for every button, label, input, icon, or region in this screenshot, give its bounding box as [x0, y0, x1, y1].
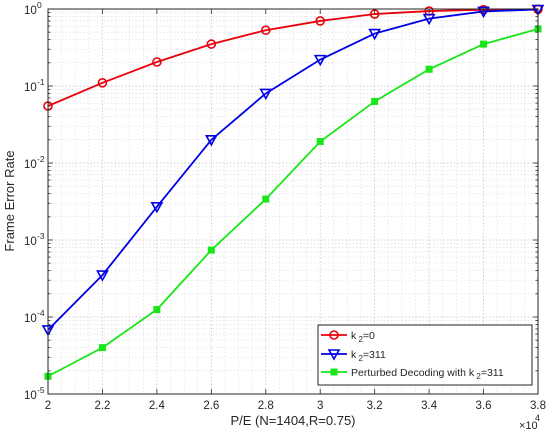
legend-entry-3: Perturbed Decoding with k 2=311	[321, 367, 504, 381]
legend-marker	[330, 368, 338, 376]
x-axis-multiplier: ×10 4	[519, 413, 540, 432]
y-tick-label-base: 10	[24, 82, 37, 94]
series-2-point	[422, 13, 436, 26]
series-1-line	[47, 8, 539, 107]
grid-minor	[48, 9, 538, 394]
legend-box	[317, 324, 533, 386]
y-tick-label-exponent: -3	[37, 231, 45, 241]
x-tick-label: 2	[45, 400, 51, 412]
y-tick-label-exponent: -2	[37, 154, 45, 164]
y-tick-label-base: 10	[24, 5, 37, 17]
series-2-line	[47, 8, 539, 331]
series-3-point	[425, 65, 433, 73]
series-1-point	[315, 16, 326, 26]
series-1-point	[97, 78, 108, 88]
series-2-point	[204, 135, 218, 147]
x-tick-label: 2.8	[258, 400, 274, 412]
ticks-layer	[47, 8, 539, 395]
y-tick-label: 10 -1	[24, 77, 45, 94]
series-2-point	[96, 270, 109, 282]
legend: k 2=0 k 2=311 Perturbed Decoding with k 2=…	[317, 324, 533, 386]
y-tick-label: 10 -3	[24, 231, 45, 248]
y-axis-label: Frame Error Rate	[2, 150, 17, 251]
x-tick-label: 3.4	[421, 400, 438, 412]
series-3-point	[262, 195, 270, 203]
x-tick-label: 2.6	[203, 400, 219, 412]
y-tick-label: 10 -5	[24, 385, 45, 402]
series-3-point	[207, 246, 215, 254]
series-1-point	[260, 25, 271, 36]
plot-frame	[47, 8, 539, 395]
x-tick-label: 3.8	[530, 400, 546, 412]
series-2-point	[531, 4, 545, 17]
y-tick-label: 10 0	[24, 0, 42, 17]
series-3-point	[98, 344, 106, 352]
y-tick-label-exponent: -5	[37, 385, 45, 395]
x-tick-label: 3.6	[476, 400, 492, 412]
y-tick-label-exponent: -1	[37, 77, 45, 87]
x-tick-label: 2.4	[149, 400, 166, 412]
y-tick-label: 10 -4	[24, 308, 45, 325]
series-3-line	[47, 28, 539, 378]
series-3-point	[480, 40, 488, 48]
series-1-point	[152, 57, 162, 67]
series-3-point	[153, 306, 161, 314]
legend-entry-2: k 2=311	[321, 349, 386, 363]
y-tick-label-base: 10	[24, 236, 37, 248]
y-tick-label-base: 10	[24, 159, 37, 171]
legend-marker	[327, 349, 341, 361]
series-2-point	[368, 28, 382, 41]
x-axis-label: P/E (N=1404,R=0.75)	[230, 413, 355, 428]
y-tick-label-exponent: 0	[37, 0, 42, 10]
x-tick-label: 3	[317, 400, 323, 412]
series-3-point	[371, 97, 379, 105]
x-multiplier-base: ×10	[519, 420, 538, 432]
x-tick-label: 3.2	[367, 400, 383, 412]
y-tick-label-base: 10	[24, 390, 37, 402]
y-tick-label-base: 10	[24, 313, 37, 325]
series-3-point	[316, 138, 324, 146]
y-tick-label-exponent: -4	[37, 308, 45, 318]
series-2-point	[313, 54, 327, 67]
legend-label: Perturbed Decoding with k 2=311	[351, 367, 504, 381]
x-tick-label: 2.2	[94, 400, 110, 412]
legend-label: k 2=311	[351, 349, 386, 363]
series-2-point	[150, 201, 164, 214]
x-tick-labels: 2 2.2 2.4 2.6 2.8 3 3.2 3.4 3.6 3.8	[45, 400, 546, 412]
series-2-point	[259, 88, 273, 101]
x-multiplier-exponent: 4	[535, 413, 540, 423]
legend-entry-1: k 2=0	[321, 330, 375, 344]
series-2-point	[477, 6, 490, 19]
legend-marker	[329, 330, 339, 340]
y-tick-label: 10 -2	[24, 154, 45, 171]
series-1-point	[206, 39, 217, 49]
legend-label: k 2=0	[351, 330, 375, 344]
